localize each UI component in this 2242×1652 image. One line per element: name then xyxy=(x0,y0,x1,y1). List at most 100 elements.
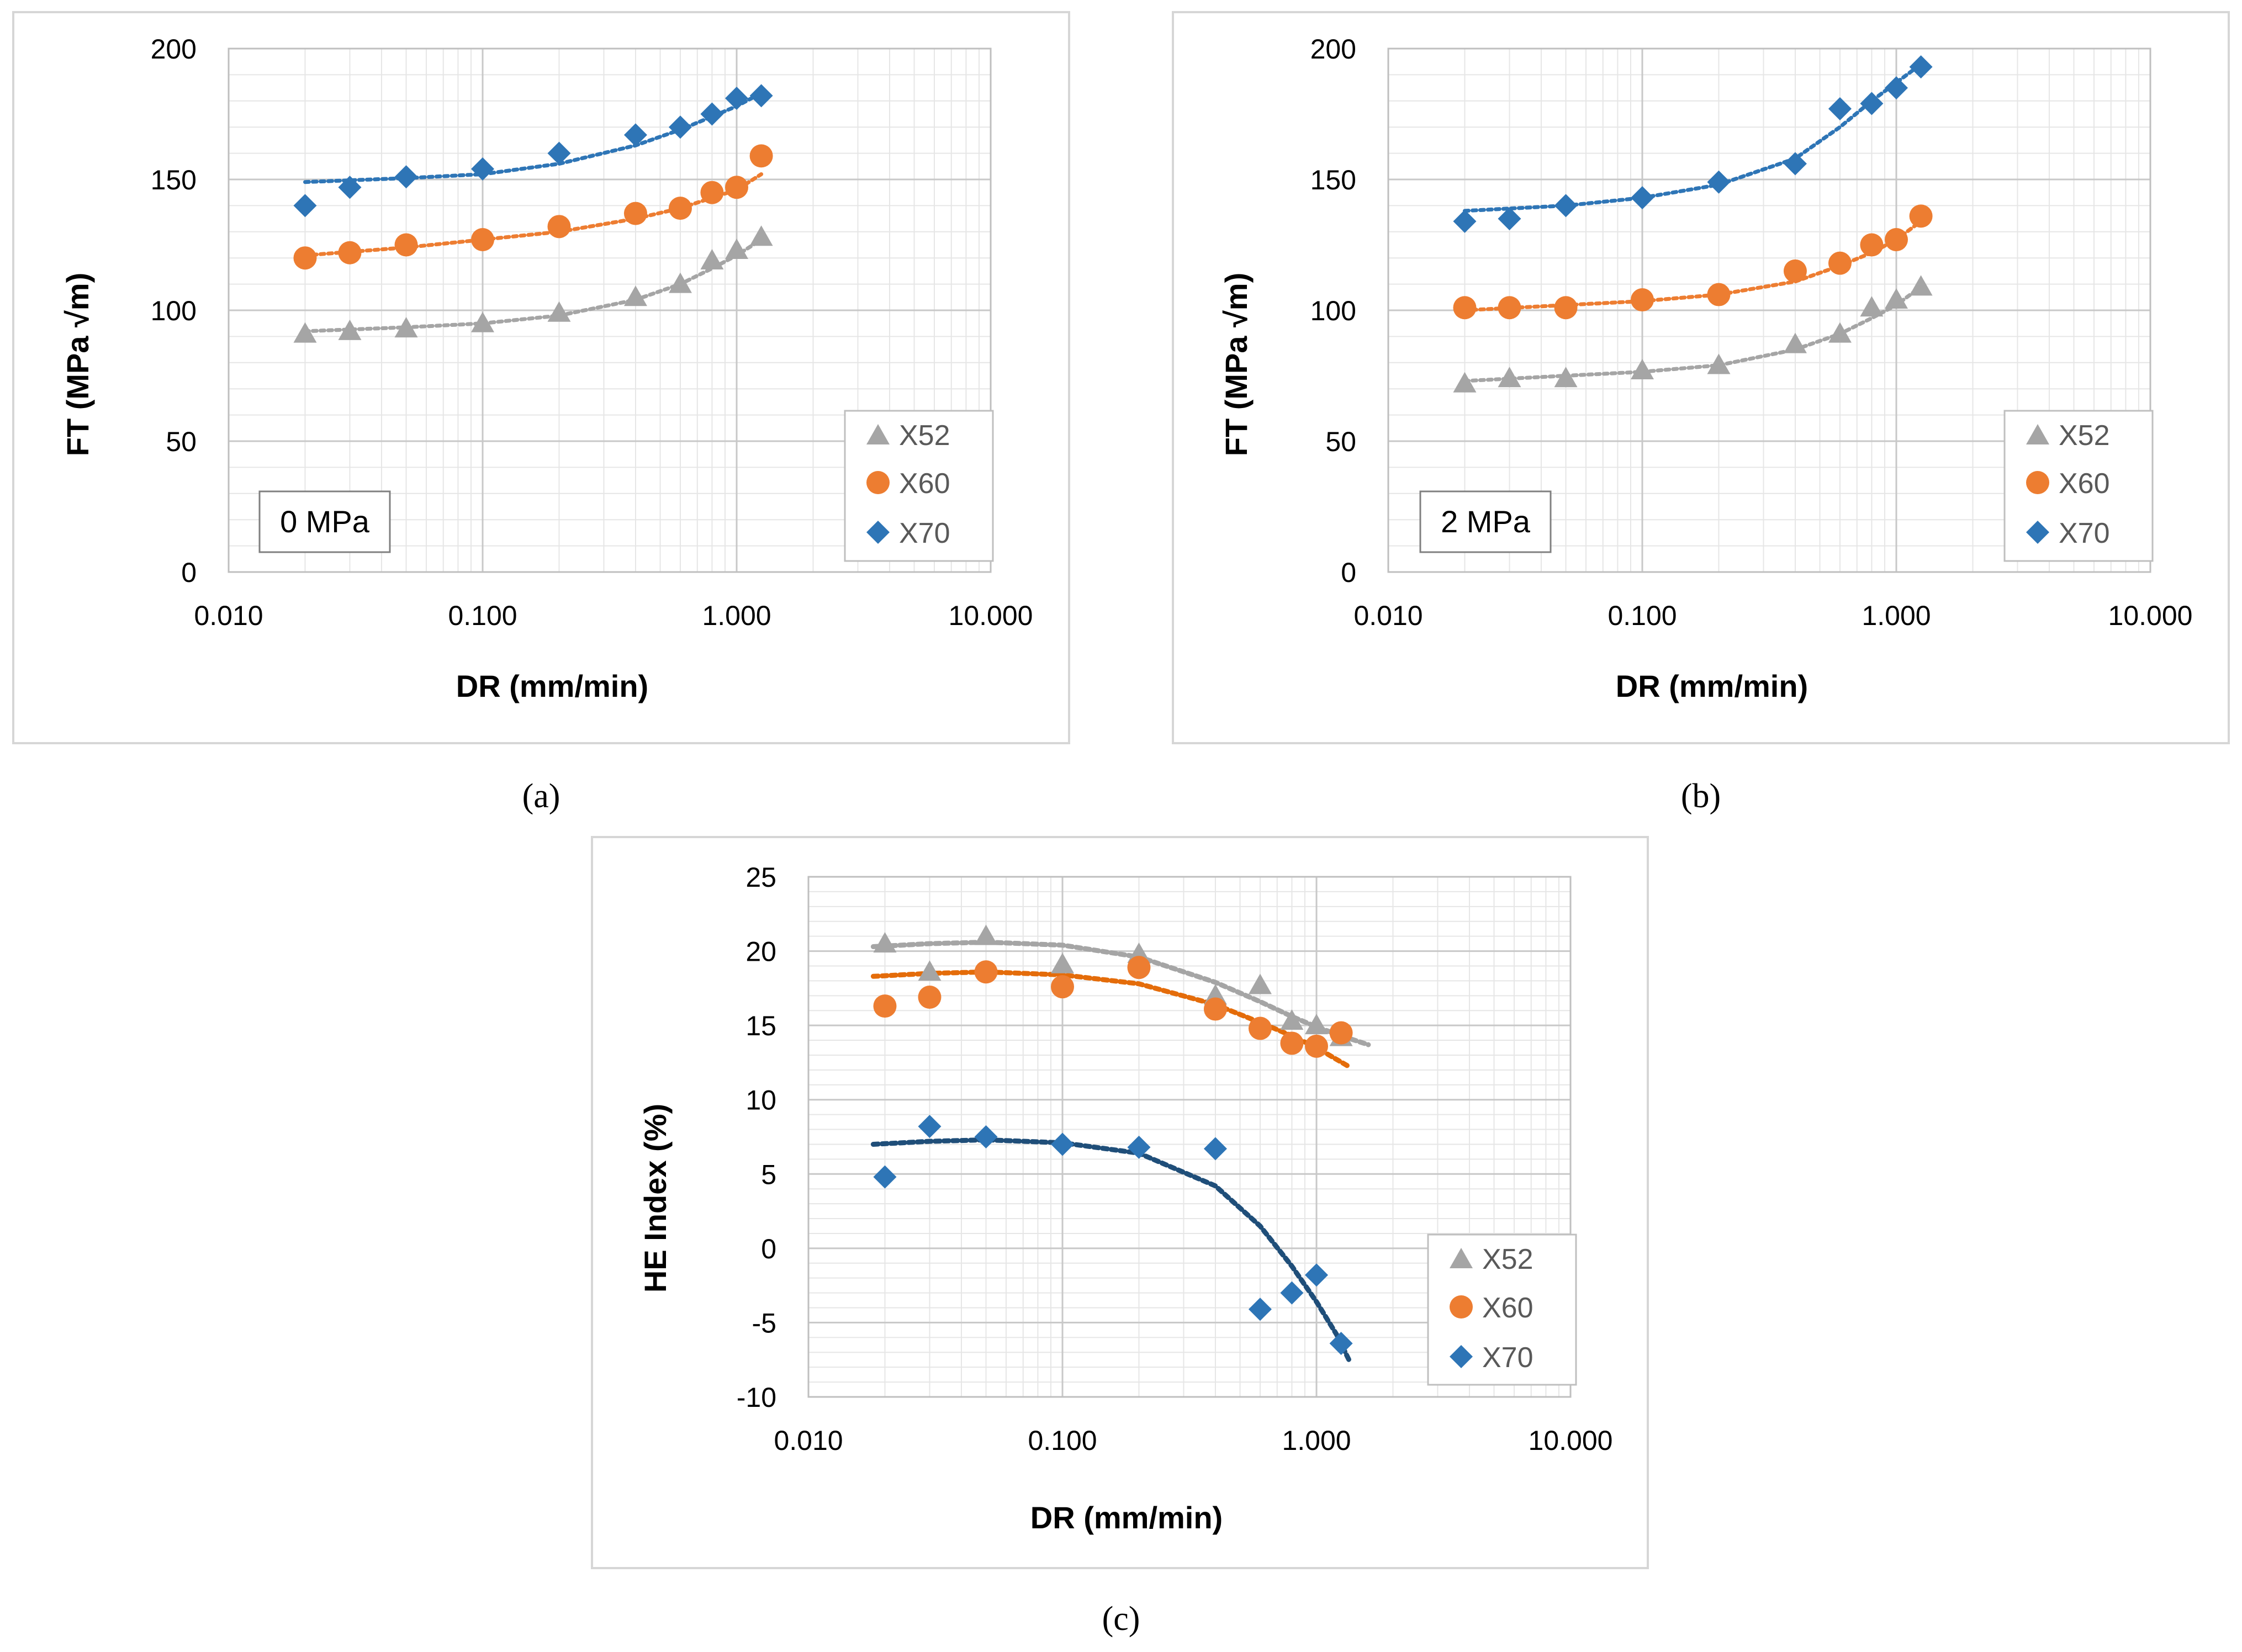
x-axis-title-c: DR (mm/min) xyxy=(1030,1500,1223,1535)
y-tick-label-b: 0 xyxy=(1341,557,1356,588)
chart-frame-b xyxy=(1172,11,2230,744)
data-point-x70-c xyxy=(1203,1137,1227,1161)
x-axis-title-b: DR (mm/min) xyxy=(1616,669,1808,703)
data-point-x70-a xyxy=(725,87,748,110)
y-axis-title-c: HE Index (%) xyxy=(638,1104,673,1293)
annotation-box-a: 0 MPa xyxy=(258,490,391,553)
data-point-x60-b xyxy=(1707,283,1731,306)
annotation-frame-b xyxy=(1419,490,1552,553)
data-point-x52-c xyxy=(1248,973,1272,994)
y-tick-label-a: 150 xyxy=(151,165,197,195)
caption-a: (a) xyxy=(522,777,560,815)
y-tick-label-c: 5 xyxy=(761,1159,776,1190)
legend-label-x60-a: X60 xyxy=(899,468,950,500)
legend-label-x60-b: X60 xyxy=(2059,468,2110,500)
data-point-x70-b xyxy=(1783,152,1807,176)
data-point-x52-a xyxy=(700,248,724,269)
x-tick-label-a: 0.010 xyxy=(194,600,263,631)
data-point-x60-b xyxy=(1631,288,1654,312)
legend-label-x60-c: X60 xyxy=(1482,1292,1534,1324)
data-point-x52-a xyxy=(623,285,647,306)
data-point-x60-b xyxy=(1453,296,1477,320)
annotation-text-a: 0 MPa xyxy=(280,504,370,539)
x-tick-label-c: 0.100 xyxy=(1028,1425,1097,1456)
legend-marker-x70-b xyxy=(2026,521,2049,544)
y-tick-label-a: 200 xyxy=(151,34,197,65)
data-point-x60-c xyxy=(974,960,998,984)
x-axis-title-a: DR (mm/min) xyxy=(456,669,648,703)
data-point-x60-c xyxy=(1203,997,1227,1021)
data-point-x70-c xyxy=(1051,1132,1074,1156)
legend-marker-x52-c xyxy=(1450,1248,1473,1268)
y-tick-label-c: 10 xyxy=(745,1085,776,1116)
data-point-x70-b xyxy=(1860,92,1884,115)
data-point-x70-b xyxy=(1631,186,1654,210)
plot-border-b xyxy=(1387,47,2151,573)
x-tick-label-b: 10.000 xyxy=(2108,600,2193,631)
data-point-x52-c xyxy=(1051,952,1074,973)
x-tick-label-b: 0.100 xyxy=(1608,600,1677,631)
y-tick-label-b: 50 xyxy=(1325,426,1356,457)
y-tick-label-a: 0 xyxy=(181,557,197,588)
legend-label-x52-c: X52 xyxy=(1482,1243,1534,1275)
legend-marker-x52-b xyxy=(2026,424,2049,444)
trendline-x60-c xyxy=(870,969,1352,1069)
data-point-x70-c xyxy=(1248,1298,1272,1321)
legend-marker-x60-c xyxy=(1450,1295,1473,1319)
data-point-x52-a xyxy=(547,301,571,322)
chart-panel-a: 0.010 0.100 1.000 10.000 0 50 100 150 200 DR (mm… xyxy=(12,11,1070,815)
plot-border-c xyxy=(807,876,1572,1398)
y-tick-label-c: 15 xyxy=(745,1010,776,1041)
data-point-x52-a xyxy=(749,225,773,246)
annotation-frame-a xyxy=(258,490,391,553)
legend-label-x70-b: X70 xyxy=(2059,517,2110,549)
data-point-x60-b xyxy=(1860,233,1884,257)
y-tick-label-c: 25 xyxy=(745,862,776,893)
data-point-x60-c xyxy=(1329,1021,1353,1045)
x-tick-label-b: 1.000 xyxy=(1862,600,1931,631)
legend-marker-x60-b xyxy=(2026,471,2049,494)
data-point-x70-a xyxy=(394,165,418,189)
data-point-x60-a xyxy=(700,181,724,204)
data-point-x70-a xyxy=(471,157,494,181)
y-tick-label-c: -10 xyxy=(737,1382,776,1413)
legend-c: X52 X60 X70 xyxy=(1427,1233,1577,1386)
legend-label-x70-a: X70 xyxy=(899,517,950,549)
y-tick-label-c: 20 xyxy=(745,936,776,967)
data-point-x52-b xyxy=(1909,275,1933,296)
data-point-x70-c xyxy=(974,1125,998,1148)
data-point-x60-b xyxy=(1828,251,1852,275)
data-point-x60-c xyxy=(873,994,897,1018)
data-point-x70-b xyxy=(1828,97,1852,121)
legend-marker-x52-a xyxy=(866,424,890,444)
legend-label-x52-b: X52 xyxy=(2059,420,2110,452)
data-point-x52-a xyxy=(725,238,748,259)
legend-label-x70-c: X70 xyxy=(1482,1342,1534,1374)
data-point-x52-b xyxy=(1885,288,1908,309)
data-point-x60-b xyxy=(1909,204,1933,228)
data-point-x52-c xyxy=(918,960,942,981)
data-point-x60-a xyxy=(293,246,317,270)
y-tick-label-c: 0 xyxy=(761,1233,776,1264)
data-point-x70-b xyxy=(1453,209,1477,233)
data-point-x70-c xyxy=(1127,1135,1151,1159)
data-point-x60-c xyxy=(1127,956,1151,979)
x-tick-label-c: 10.000 xyxy=(1529,1425,1613,1456)
data-point-x60-c xyxy=(918,986,942,1009)
data-point-x52-a xyxy=(394,317,418,338)
data-point-x70-c xyxy=(873,1165,897,1189)
data-point-x52-b xyxy=(1707,353,1731,374)
data-point-x60-a xyxy=(547,215,571,239)
y-tick-label-a: 100 xyxy=(151,295,197,326)
data-point-x70-b xyxy=(1909,55,1933,79)
data-point-x60-a xyxy=(623,202,647,225)
data-point-x52-b xyxy=(1498,367,1521,388)
legend-b: X52 X60 X70 xyxy=(2003,410,2154,562)
data-point-x60-b xyxy=(1498,296,1521,320)
plot-area-b: 0.010 0.100 1.000 10.000 0 50 100 150 200 xyxy=(1310,34,2193,631)
legend-label-x52-a: X52 xyxy=(899,420,950,452)
data-point-x52-a xyxy=(338,319,362,340)
data-point-x70-a xyxy=(700,102,724,126)
data-point-x52-b xyxy=(1453,372,1477,393)
data-point-x70-a xyxy=(623,123,647,147)
